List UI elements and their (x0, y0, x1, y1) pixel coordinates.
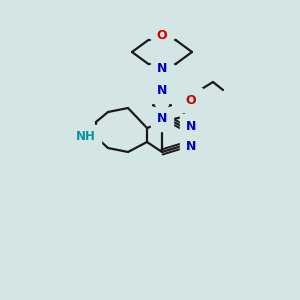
Text: N: N (157, 61, 167, 75)
Text: N: N (157, 112, 167, 125)
Text: NH: NH (76, 130, 96, 143)
Text: N: N (186, 119, 196, 133)
Text: N: N (186, 140, 196, 152)
Text: O: O (186, 94, 196, 106)
Text: O: O (157, 29, 167, 42)
Text: N: N (157, 85, 167, 98)
